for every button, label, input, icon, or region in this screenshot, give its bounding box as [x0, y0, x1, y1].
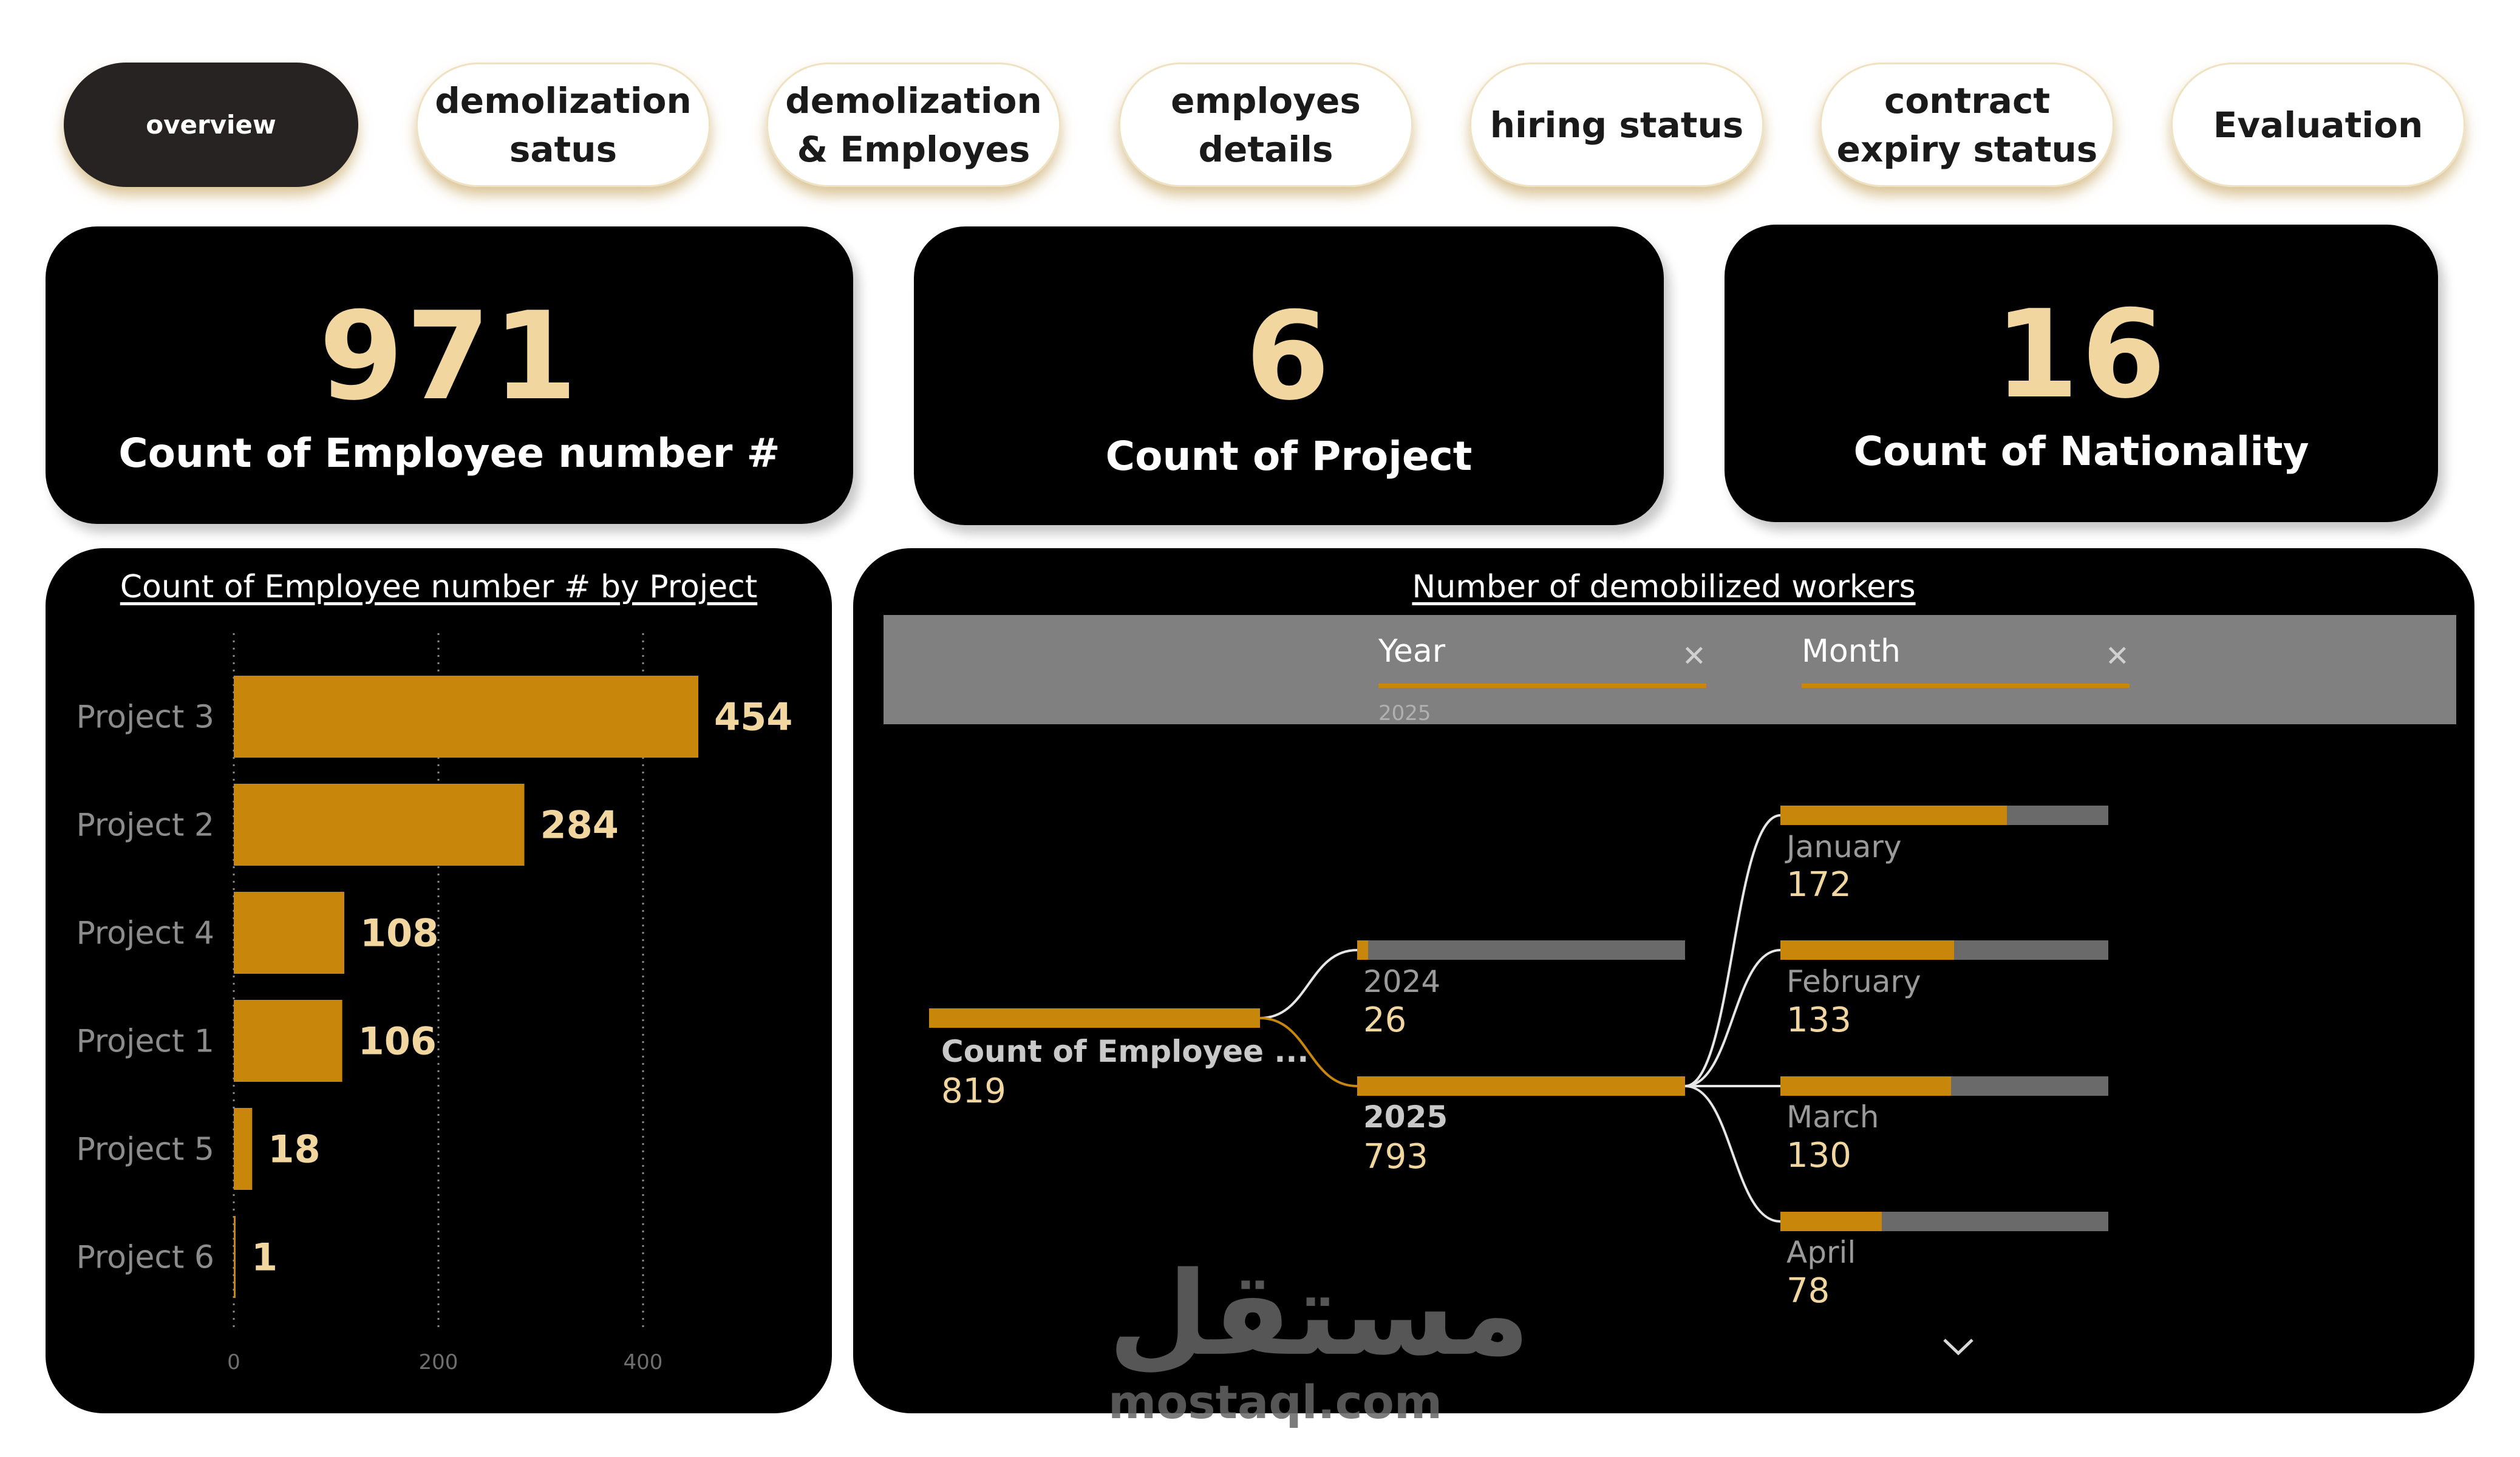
year-filter-value: 2025	[1378, 701, 1431, 725]
month-value: 133	[1786, 1000, 1851, 1040]
category-label: Project 6	[76, 1240, 214, 1276]
watermark-logo: مستقل mostaql.com	[1108, 1247, 1530, 1429]
tree-node-march[interactable]	[1780, 1076, 2108, 1096]
x-tick-label: 200	[419, 1350, 458, 1374]
category-label: Project 1	[76, 1024, 214, 1060]
kpi-label: Count of Project	[1105, 433, 1473, 480]
tab-label: demolization & Employes	[785, 80, 1042, 170]
month-filter[interactable]: Month ✕	[1802, 633, 2130, 688]
root-label: Count of Employee ...	[941, 1034, 1309, 1069]
connector-2025-month	[1684, 1085, 1781, 1223]
data-label: 18	[268, 1127, 320, 1172]
tree-node-2025[interactable]	[1357, 1076, 1685, 1096]
tab-demolization-status[interactable]: demolization satus	[416, 63, 710, 187]
decomposition-tree-panel: Number of demobilized workers Year ✕ 202…	[853, 548, 2474, 1413]
tab-label: employes details	[1171, 80, 1361, 170]
x-tick-label: 400	[624, 1350, 663, 1374]
month-value: 78	[1786, 1271, 1830, 1311]
kpi-card-employees: 971 Count of Employee number #	[46, 226, 853, 524]
kpi-card-projects: 6 Count of Project	[914, 226, 1664, 525]
tree-node-january[interactable]	[1780, 806, 2108, 825]
category-label: Project 3	[76, 699, 214, 736]
tree-node-february[interactable]	[1780, 940, 2108, 960]
year-filter[interactable]: Year ✕ 2025	[1378, 633, 1706, 725]
month-value: 130	[1786, 1136, 1851, 1175]
year-label: 2024	[1363, 964, 1441, 999]
category-label: Project 2	[76, 807, 214, 844]
close-icon[interactable]: ✕	[2105, 639, 2130, 673]
tab-overview[interactable]: overview	[64, 63, 358, 187]
kpi-card-nationality: 16 Count of Nationality	[1725, 225, 2438, 522]
year-value: 793	[1363, 1137, 1428, 1177]
data-label: 106	[358, 1019, 437, 1064]
node-fill	[1357, 940, 1368, 960]
month-label: April	[1786, 1235, 1856, 1270]
kpi-label: Count of Employee number #	[118, 430, 780, 477]
node-fill	[1357, 1076, 1685, 1096]
node-fill	[1780, 1076, 1951, 1096]
data-label: 1	[251, 1235, 278, 1280]
kpi-value: 971	[319, 286, 580, 427]
filter-underline	[1802, 684, 2130, 688]
bar	[234, 1108, 253, 1190]
bar	[234, 1000, 342, 1082]
navigation-bar: overview demolization satus demolization…	[0, 0, 2520, 200]
category-label: Project 5	[76, 1132, 214, 1168]
bar-chart: 0 200 400 Project 3 454 Project 2 284 Project 4…	[76, 633, 792, 1374]
month-label: February	[1786, 964, 1921, 999]
kpi-value: 16	[1994, 284, 2168, 426]
tab-label: overview	[146, 109, 276, 140]
kpi-value: 6	[1245, 286, 1333, 427]
bar	[234, 892, 344, 974]
chevron-down-icon[interactable]	[1937, 1331, 1980, 1362]
month-label: March	[1786, 1099, 1879, 1135]
year-label: 2025	[1363, 1099, 1448, 1135]
filter-bar: Year ✕ 2025 Month ✕	[884, 615, 2456, 725]
year-value: 26	[1363, 1000, 1407, 1040]
month-label: January	[1786, 829, 1902, 864]
bar	[234, 1216, 236, 1298]
month-value: 172	[1786, 865, 1851, 905]
root-value: 819	[941, 1072, 1006, 1111]
kpi-label: Count of Nationality	[1853, 428, 2309, 475]
tab-label: demolization satus	[435, 80, 692, 170]
x-tick-label: 0	[227, 1350, 240, 1374]
tab-label: contract expiry status	[1836, 80, 2098, 170]
chart-panel-employees-by-project: Count of Employee number # by Project 0 2…	[46, 548, 832, 1413]
year-filter-label: Year	[1378, 633, 1446, 670]
month-filter-label: Month	[1802, 633, 1901, 670]
bar	[234, 676, 698, 758]
tab-evaluation[interactable]: Evaluation	[2171, 63, 2465, 187]
tab-label: Evaluation	[2213, 104, 2423, 146]
decomp-title: Number of demobilized workers	[1412, 569, 1916, 605]
category-label: Project 4	[76, 915, 214, 952]
tree-node-2024[interactable]	[1357, 940, 1685, 960]
data-label: 108	[360, 911, 438, 956]
data-label: 454	[714, 695, 792, 739]
tab-demolization-employes[interactable]: demolization & Employes	[766, 63, 1061, 187]
tab-contract-expiry-status[interactable]: contract expiry status	[1820, 63, 2114, 187]
chart-title: Count of Employee number # by Project	[120, 569, 758, 605]
tab-label: hiring status	[1490, 104, 1744, 146]
node-fill	[1780, 806, 2007, 825]
tab-employes-details[interactable]: employes details	[1119, 63, 1413, 187]
bar	[234, 784, 525, 866]
tree-node-root[interactable]	[929, 1008, 1260, 1028]
node-fill	[1780, 940, 1955, 960]
tree-node-april[interactable]	[1780, 1212, 2108, 1231]
connector-2025-month	[1684, 949, 1781, 1087]
data-label: 284	[540, 803, 619, 847]
node-fill	[1780, 1212, 1882, 1231]
close-icon[interactable]: ✕	[1681, 639, 1706, 673]
node-fill	[929, 1008, 1260, 1028]
connector-2025-month	[1684, 814, 1781, 1087]
connector-root-2024	[1259, 949, 1358, 1019]
tab-hiring-status[interactable]: hiring status	[1469, 63, 1764, 187]
filter-underline	[1378, 684, 1706, 688]
